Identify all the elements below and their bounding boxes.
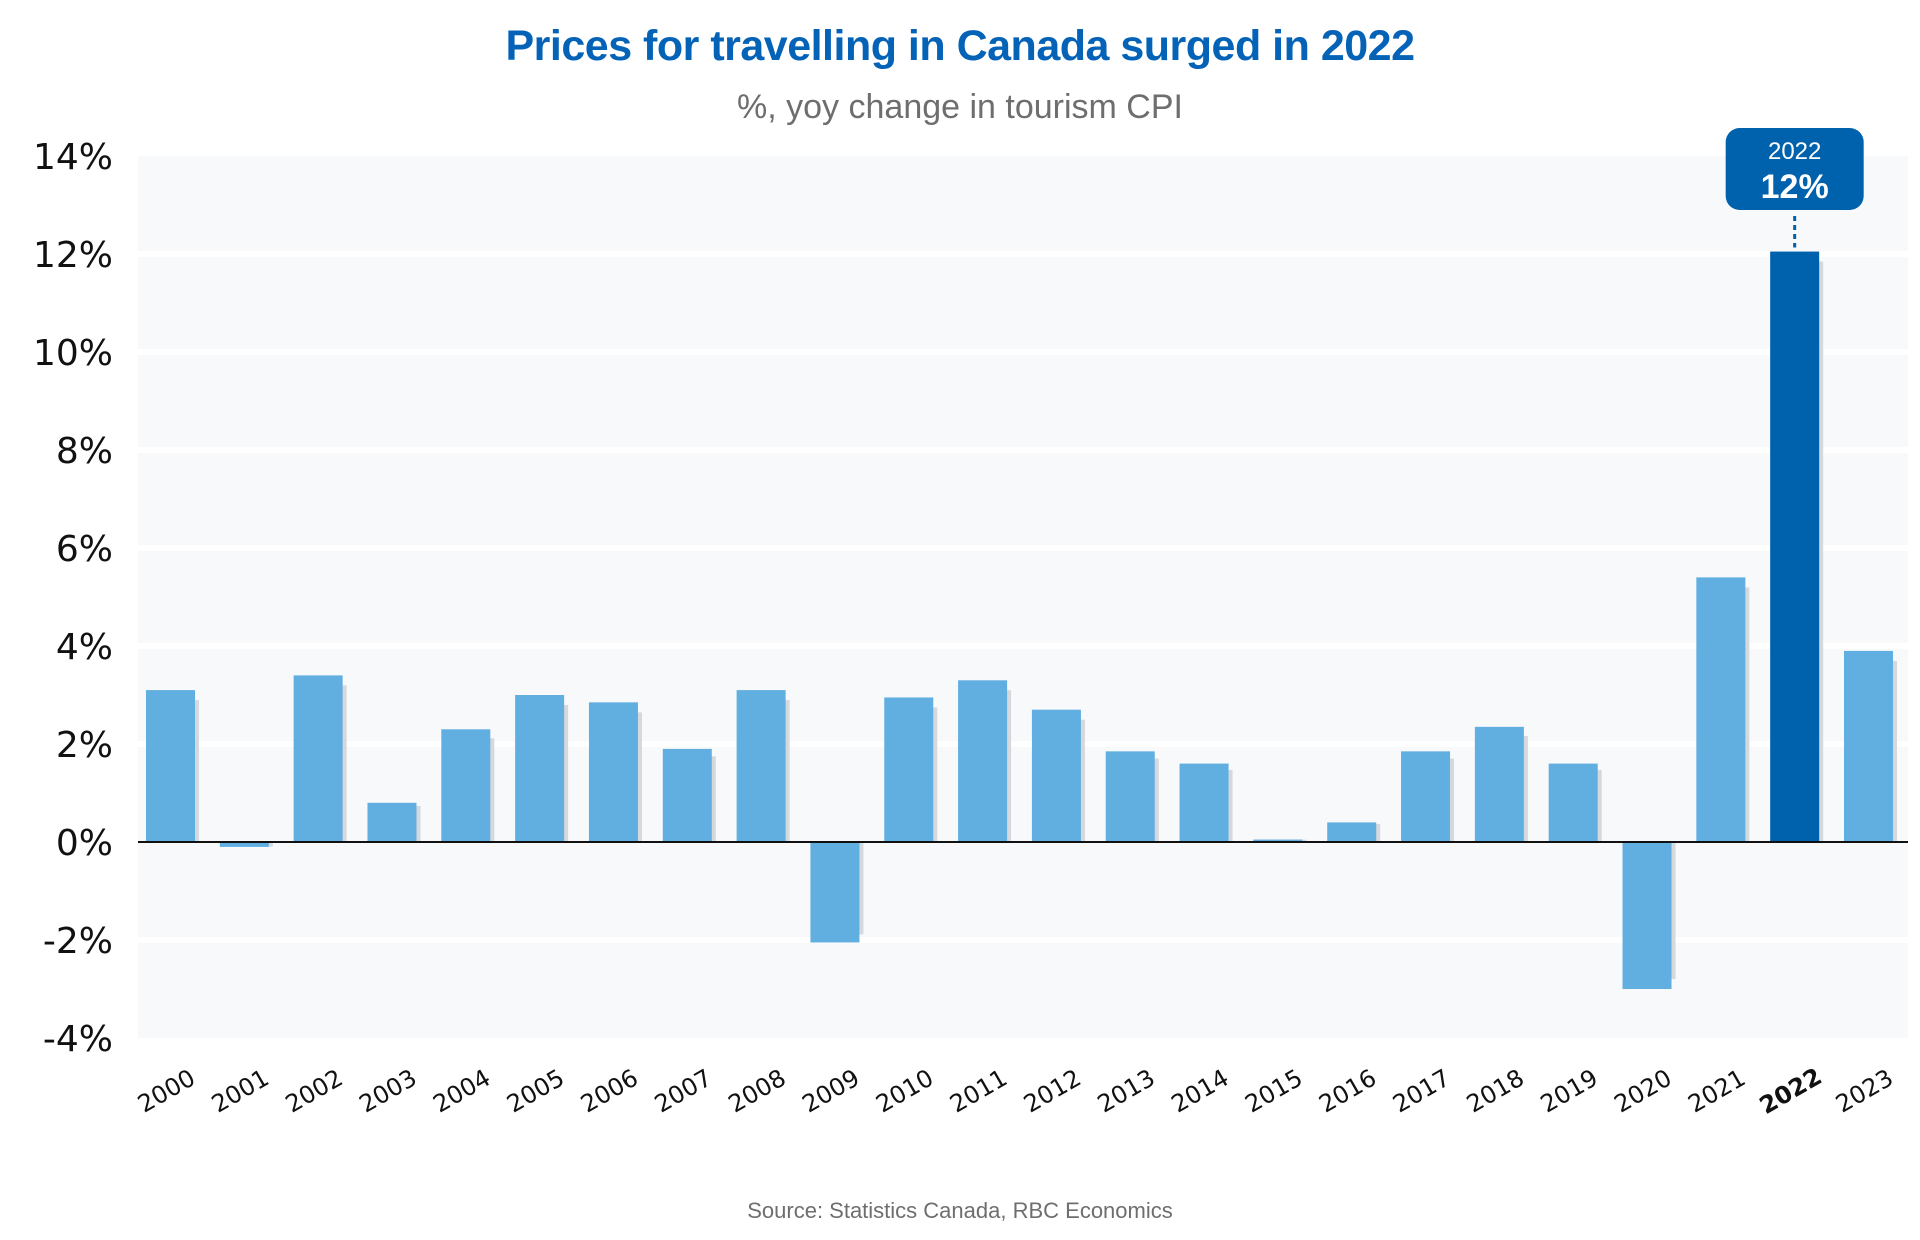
x-tick-label: 2005 <box>502 1064 569 1119</box>
x-tick-label: 2000 <box>133 1064 200 1119</box>
x-tick-label: 2010 <box>871 1064 938 1119</box>
y-tick-label: 0% <box>56 823 113 864</box>
bar-2012 <box>1031 709 1081 842</box>
x-tick-label: 2006 <box>576 1064 643 1119</box>
bar-2010 <box>884 697 934 842</box>
y-tick-label: 10% <box>33 333 113 374</box>
bar-2005 <box>515 695 565 842</box>
bar-2001 <box>219 842 269 847</box>
bar-2013 <box>1105 751 1155 842</box>
bar-2008 <box>736 690 786 842</box>
bar-2015 <box>1253 839 1303 842</box>
y-tick-label: 12% <box>33 235 113 276</box>
y-tick-label: 8% <box>56 431 113 472</box>
gridline <box>138 447 1908 453</box>
y-tick-label: 2% <box>56 725 113 766</box>
x-tick-label: 2016 <box>1314 1064 1381 1119</box>
x-tick-label: 2003 <box>355 1064 422 1119</box>
bar-2004 <box>441 729 491 842</box>
bar-2011 <box>958 680 1008 842</box>
x-tick-label: 2011 <box>945 1064 1012 1119</box>
x-tick-label: 2007 <box>650 1064 717 1119</box>
bar-2016 <box>1327 822 1377 842</box>
x-tick-label: 2008 <box>724 1064 791 1119</box>
x-tick-label: 2004 <box>428 1064 495 1119</box>
x-axis: 2000 2001 2002 2003 2004 2005 2006 2007 2008 2009… <box>133 1062 1898 1120</box>
highlight-callout: 2022 12% <box>1725 128 1864 248</box>
x-tick-label: 2017 <box>1388 1064 1455 1119</box>
x-tick-label: 2002 <box>281 1064 348 1119</box>
y-tick-label: -2% <box>43 921 113 962</box>
plot-area <box>138 156 1908 1038</box>
x-tick-label: 2015 <box>1240 1064 1307 1119</box>
x-tick-label: 2023 <box>1831 1064 1898 1119</box>
gridline <box>138 643 1908 649</box>
bar-2014 <box>1179 763 1229 842</box>
x-tick-label: 2012 <box>1019 1064 1086 1119</box>
gridline <box>138 349 1908 355</box>
callout-value-label: 12% <box>1761 168 1829 206</box>
gridline <box>138 937 1908 943</box>
bars <box>146 251 1897 989</box>
bar-2019 <box>1548 763 1598 842</box>
x-tick-label: 2019 <box>1536 1064 1603 1119</box>
x-tick-label: 2022 <box>1755 1062 1827 1120</box>
chart-title: Prices for travelling in Canada surged i… <box>505 22 1416 70</box>
y-tick-label: 6% <box>56 529 113 570</box>
bar-2000 <box>146 690 195 842</box>
x-tick-label: 2001 <box>207 1064 274 1119</box>
bar-2007 <box>662 748 712 842</box>
bar-2006 <box>588 702 638 842</box>
y-axis: 14% 12% 10% 8% 6% 4% 2% 0% -2% -4% <box>33 137 113 1060</box>
callout-year-label: 2022 <box>1768 138 1821 165</box>
chart-subtitle: %, yoy change in tourism CPI <box>737 88 1183 126</box>
x-tick-label: 2013 <box>1093 1064 1160 1119</box>
gridline <box>138 545 1908 551</box>
x-tick-label: 2021 <box>1683 1064 1750 1119</box>
bar-2003 <box>367 802 417 842</box>
x-tick-label: 2020 <box>1610 1064 1677 1119</box>
chart-source: Source: Statistics Canada, RBC Economics <box>747 1198 1173 1223</box>
gridline <box>138 741 1908 747</box>
bar-2022 <box>1770 251 1820 843</box>
bar-2023 <box>1844 650 1893 842</box>
bar-2018 <box>1474 726 1524 842</box>
callout-box <box>1725 128 1864 210</box>
bar-2002 <box>293 675 343 842</box>
bar-2009 <box>810 842 860 943</box>
bar-2021 <box>1696 577 1746 842</box>
plot-background <box>138 156 1908 1038</box>
y-tick-label: 4% <box>56 627 113 668</box>
x-tick-label: 2018 <box>1462 1064 1529 1119</box>
y-tick-label: 14% <box>33 137 113 178</box>
y-tick-label: -4% <box>43 1019 113 1060</box>
x-tick-label: 2014 <box>1167 1064 1234 1119</box>
gridline <box>138 251 1908 257</box>
x-tick-label: 2009 <box>797 1064 864 1119</box>
bar-2017 <box>1401 751 1451 842</box>
bar-2020 <box>1622 842 1672 989</box>
